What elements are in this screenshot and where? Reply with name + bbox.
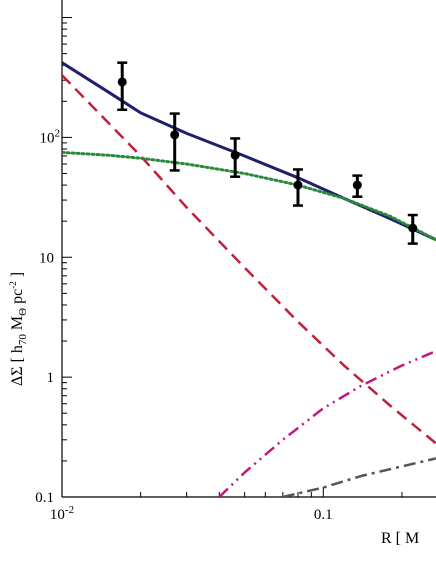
x-axis-label: R [ M: [381, 530, 419, 547]
data-point: [408, 223, 418, 233]
series-line-dashed: [62, 74, 436, 445]
points-layer: [117, 61, 418, 245]
data-point: [293, 180, 303, 190]
plot-frame: [61, 0, 436, 498]
x-tick-label: 10-2: [50, 504, 74, 523]
y-tick-label: 1: [47, 370, 55, 386]
data-point: [352, 180, 362, 190]
data-point: [230, 150, 240, 160]
series-line-dash-dot-dot: [218, 349, 436, 497]
y-axis-label: ΔΣ [ h70 MΘ pc-2 ]: [8, 272, 29, 386]
x-tick-label: 0.1: [314, 507, 333, 523]
y-tick-label: 10: [39, 250, 54, 266]
data-point: [170, 130, 180, 140]
series-layer: [62, 61, 436, 497]
ticks: [61, 17, 403, 498]
y-tick-label: 102: [40, 127, 61, 146]
series-line-dotted: [62, 150, 436, 242]
y-tick-label: 0.1: [35, 490, 54, 506]
series-line-dash-dot: [282, 457, 436, 497]
data-point: [117, 77, 127, 87]
